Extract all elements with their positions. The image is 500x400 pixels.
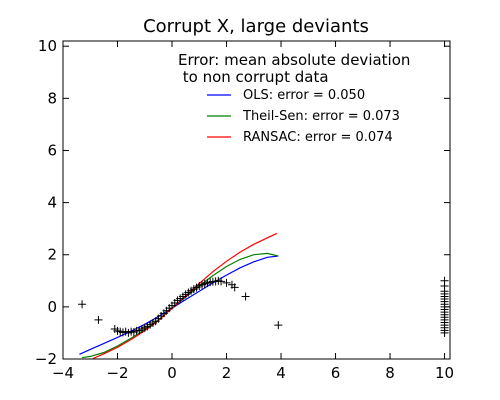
y-tick-label: −2 bbox=[35, 350, 57, 368]
plot-area bbox=[78, 232, 449, 359]
data-point bbox=[94, 315, 103, 324]
data-point bbox=[230, 283, 239, 292]
data-point bbox=[241, 292, 250, 301]
x-tick-label: −4 bbox=[52, 364, 74, 382]
x-tick-label: −2 bbox=[106, 364, 128, 382]
y-tick-label: 8 bbox=[47, 89, 57, 107]
y-tick-label: 2 bbox=[47, 246, 57, 264]
data-point bbox=[222, 278, 231, 287]
chart-title: Corrupt X, large deviants bbox=[143, 16, 369, 37]
data-point bbox=[78, 300, 87, 309]
legend-label: RANSAC: error = 0.074 bbox=[243, 130, 393, 145]
legend: Error: mean absolute deviation to non co… bbox=[178, 51, 410, 145]
y-tick-label: 0 bbox=[47, 298, 57, 316]
x-tick-label: 4 bbox=[276, 364, 286, 382]
y-tick-label: 10 bbox=[38, 37, 57, 55]
series-line-1 bbox=[82, 252, 279, 359]
legend-label: Theil-Sen: error = 0.073 bbox=[242, 109, 400, 124]
data-point bbox=[440, 276, 449, 285]
series-line-0 bbox=[79, 255, 279, 355]
x-tick-label: 6 bbox=[331, 364, 341, 382]
x-tick-label: 0 bbox=[167, 364, 177, 382]
x-tick-label: 8 bbox=[385, 364, 395, 382]
x-tick-label: 2 bbox=[222, 364, 232, 382]
x-tick-label: 10 bbox=[435, 364, 454, 382]
legend-entries: OLS: error = 0.050 Theil-Sen: error = 0.0… bbox=[207, 88, 400, 145]
axes-frame bbox=[62, 40, 451, 360]
legend-title-line-2: to non corrupt data bbox=[178, 68, 329, 86]
legend-label: OLS: error = 0.050 bbox=[243, 88, 365, 103]
data-point bbox=[217, 277, 226, 286]
y-tick-label: 6 bbox=[47, 141, 57, 159]
legend-title-line-1: Error: mean absolute deviation bbox=[178, 51, 410, 69]
data-point bbox=[274, 321, 283, 330]
y-tick-label: 4 bbox=[47, 194, 57, 212]
